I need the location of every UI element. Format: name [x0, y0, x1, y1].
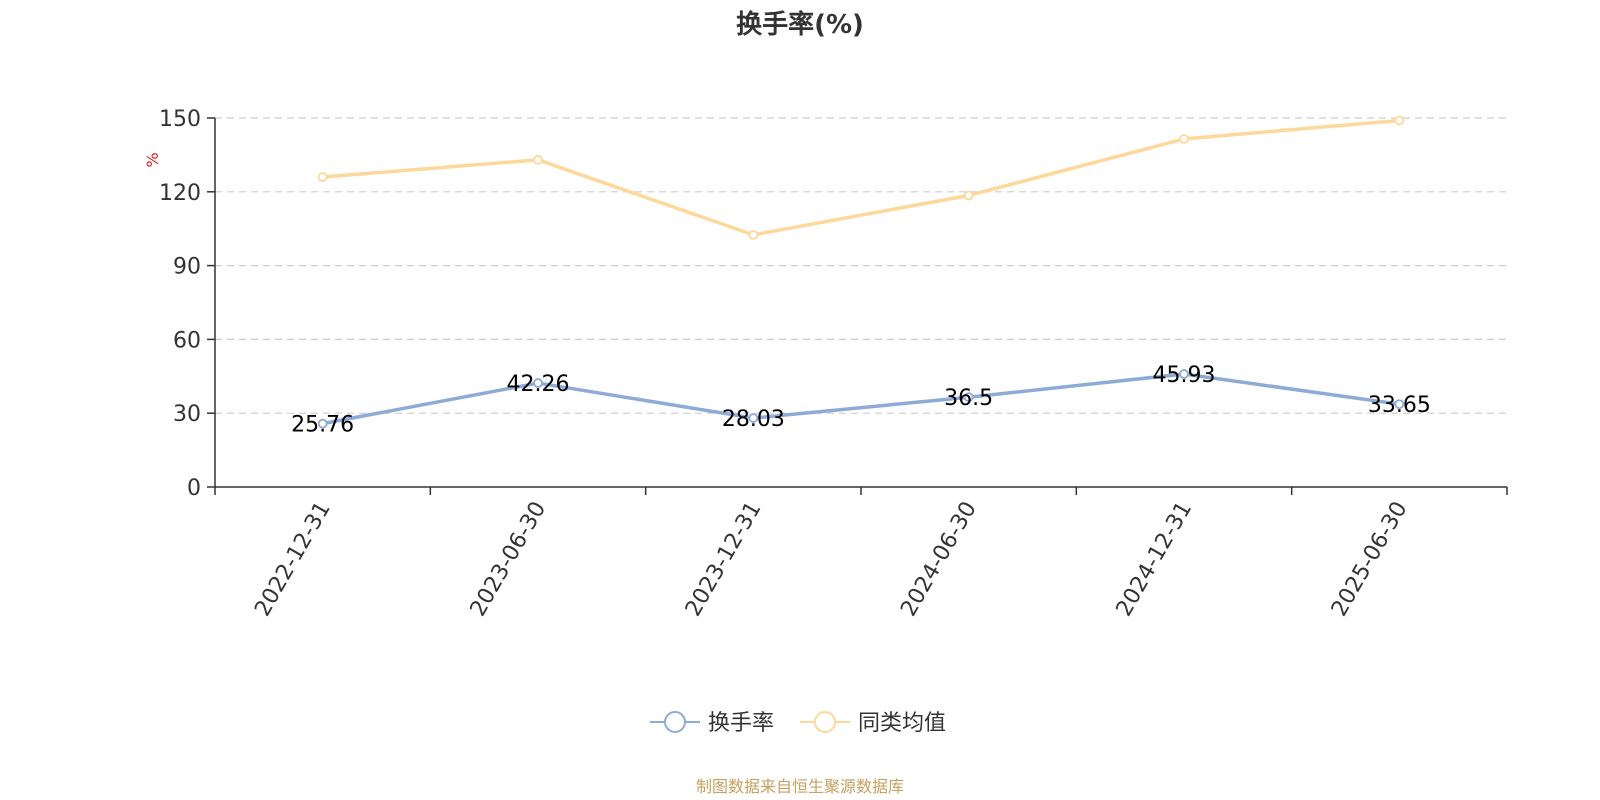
data-point: [1179, 369, 1189, 379]
data-point: [317, 172, 328, 182]
data-point: [317, 418, 328, 429]
x-tick-label: 2023-12-31: [681, 498, 767, 621]
legend-label: 同类均值: [858, 711, 946, 736]
grid-lines: [215, 117, 1507, 414]
series-line: [322, 118, 1400, 237]
x-tick-label: 2023-06-30: [466, 498, 552, 621]
y-tick-label: 0: [187, 476, 201, 501]
data-labels: 25.76 42.26 28.03 36.5 45.93 33.65: [291, 363, 1431, 438]
x-tick-label: 2022-12-31: [250, 498, 336, 621]
y-tick-label: 150: [159, 107, 201, 132]
data-point: [1179, 134, 1189, 144]
x-tick-label: 2024-06-30: [896, 498, 982, 621]
x-tick-label: 2024-12-31: [1112, 498, 1198, 621]
x-tick-label: 2025-06-30: [1327, 498, 1413, 621]
y-tick-label: 30: [173, 402, 201, 427]
source-note: 制图数据来自恒生聚源数据库: [696, 777, 904, 796]
data-point: [533, 154, 543, 165]
chart-title: 换手率(%): [736, 9, 864, 40]
y-tick-label: 90: [173, 255, 201, 280]
series-line: [322, 372, 1400, 426]
y-axis-unit: %: [143, 152, 162, 167]
data-label: 28.03: [722, 407, 785, 432]
data-point: [1394, 115, 1405, 126]
legend-item: 同类均值: [800, 711, 946, 736]
legend: 换手率 同类均值: [650, 711, 946, 736]
series-lines: [317, 115, 1405, 429]
legend-marker: [814, 711, 836, 733]
data-point: [963, 190, 974, 201]
legend-label: 换手率: [708, 711, 774, 736]
axes: 0 30 60 90 120 150% 2022-12-31 2023-06-30 2023-1…: [143, 107, 1508, 621]
data-point: [1394, 399, 1405, 410]
legend-marker: [664, 711, 686, 733]
legend-item: 换手率: [650, 711, 774, 736]
data-label: 36.5: [944, 386, 993, 411]
data-label: 33.65: [1368, 393, 1431, 418]
y-tick-label: 120: [159, 181, 201, 206]
data-label: 25.76: [291, 413, 354, 438]
data-point: [533, 378, 543, 388]
data-point: [748, 229, 759, 240]
data-point: [963, 392, 974, 403]
data-point: [748, 413, 759, 423]
y-tick-label: 60: [173, 328, 201, 353]
data-label: 45.93: [1153, 363, 1216, 388]
data-label: 42.26: [507, 372, 570, 397]
